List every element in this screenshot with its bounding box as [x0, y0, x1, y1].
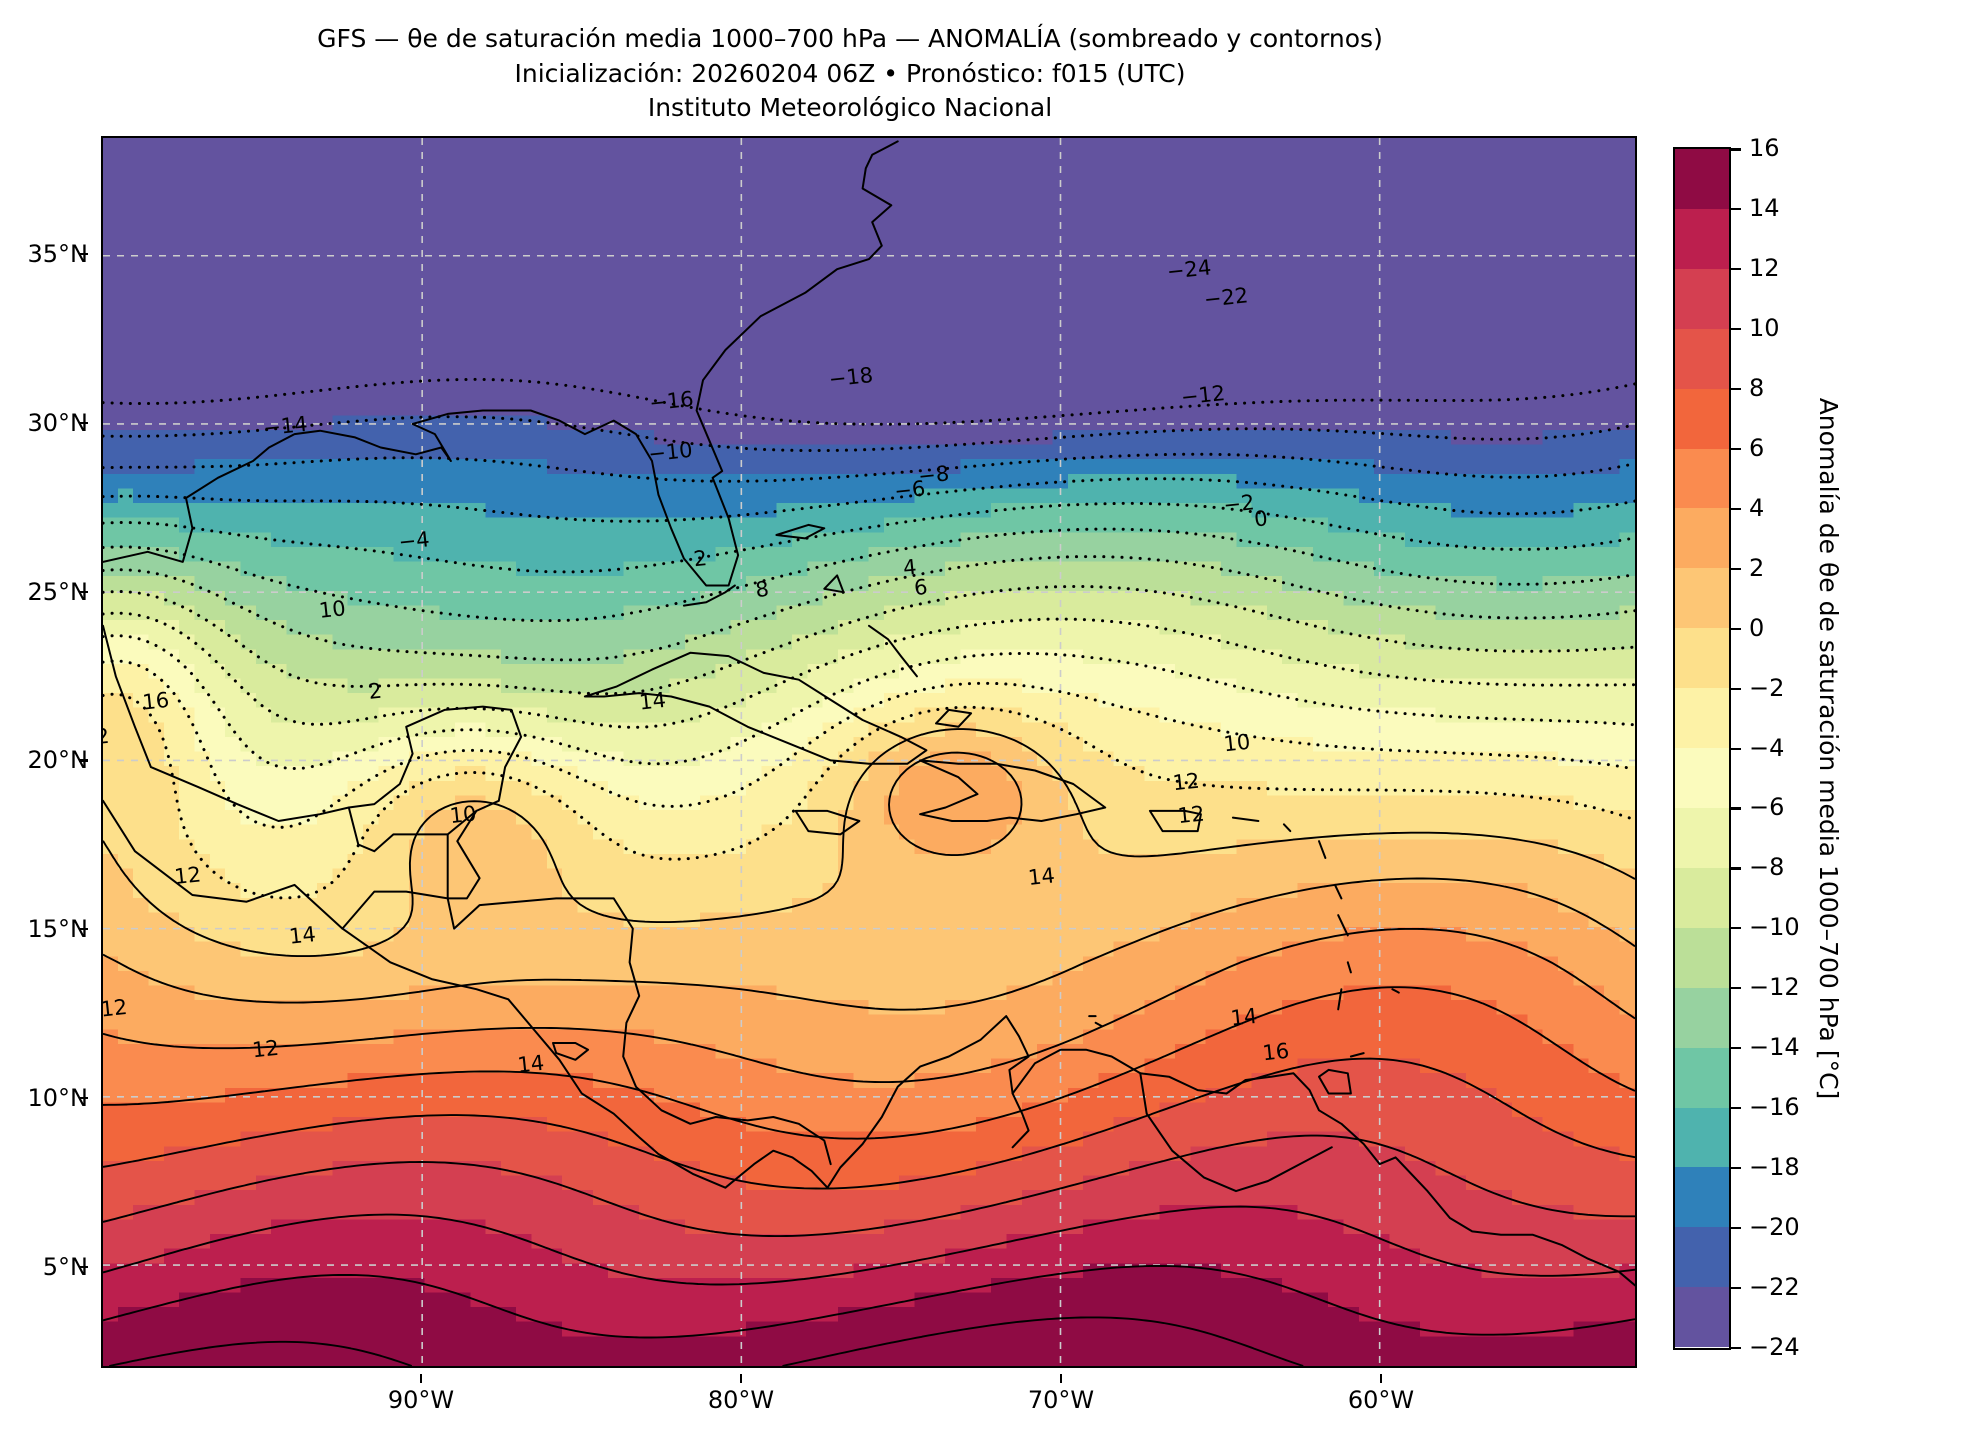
- chart-subtitle: Inicialización: 20260204 06Z • Pronóstic…: [514, 58, 1186, 88]
- colorbar-tick-mark: [1731, 1106, 1741, 1110]
- colorbar-tick-mark: [1731, 447, 1741, 451]
- colorbar-tick-label: −12: [1749, 973, 1800, 1002]
- colorbar-band: [1675, 149, 1729, 209]
- y-tick-label: 25°N: [27, 577, 89, 606]
- colorbar-band: [1675, 807, 1729, 868]
- colorbar-band: [1675, 568, 1729, 629]
- colorbar-tick-label: 2: [1749, 553, 1765, 582]
- y-tick-mark: [79, 421, 88, 424]
- colorbar-tick-mark: [1731, 148, 1741, 151]
- figure-title-block: GFS — θe de saturación media 1000–700 hP…: [0, 22, 1700, 126]
- colorbar-band: [1675, 748, 1729, 808]
- colorbar-tick-label: 6: [1749, 433, 1765, 462]
- colorbar-tick-mark: [1731, 987, 1741, 990]
- colorbar-tick-mark: [1731, 268, 1741, 271]
- x-tick-label: 90°W: [387, 1386, 455, 1414]
- y-tick-mark: [79, 590, 88, 593]
- x-axis: 90°W 80°W 70°W 60°W: [101, 1374, 1637, 1418]
- colorbar-band: [1675, 867, 1729, 928]
- colorbar-tick-label: −18: [1749, 1152, 1800, 1181]
- colorbar-tick-label: −4: [1749, 733, 1785, 762]
- colorbar-label: Anomalía de θe de saturación media 1000–…: [1814, 397, 1844, 1100]
- chart-source: Instituto Meteorológico Nacional: [647, 93, 1053, 122]
- x-tick-label: 60°W: [1347, 1386, 1415, 1414]
- colorbar-tick-mark: [1731, 328, 1741, 331]
- colorbar-band: [1675, 508, 1729, 569]
- x-tick-mark: [1379, 1374, 1383, 1383]
- colorbar-tick-mark: [1731, 208, 1741, 211]
- y-tick-label: 15°N: [27, 915, 89, 944]
- y-tick-label: 20°N: [27, 746, 89, 775]
- colorbar-tick-label: −16: [1749, 1092, 1800, 1121]
- colorbar-band: [1675, 328, 1729, 389]
- colorbar-tick-label: 4: [1749, 493, 1765, 522]
- colorbar-band: [1675, 987, 1729, 1048]
- colorbar-band: [1675, 1167, 1729, 1228]
- colorbar-tick-label: 16: [1749, 134, 1780, 163]
- colorbar-tick-mark: [1731, 867, 1741, 870]
- colorbar-tick-label: −22: [1749, 1272, 1800, 1301]
- colorbar-band: [1675, 688, 1729, 749]
- colorbar-ticks: 16 14 12 10 8 6 4 2 0 −2 −4 −6 −8 −10 −12 −14 −16 −18 −20 −…: [1731, 134, 1851, 1361]
- colorbar-tick-label: 10: [1749, 314, 1780, 343]
- chart-title: GFS — θe de saturación media 1000–700 hP…: [317, 24, 1383, 53]
- colorbar-tick-label: 14: [1749, 194, 1780, 223]
- colorbar-tick-mark: [1731, 507, 1741, 511]
- colorbar-tick-label: 0: [1749, 613, 1765, 642]
- x-tick-label: 80°W: [707, 1386, 775, 1414]
- y-tick-mark: [79, 1096, 88, 1100]
- colorbar-tick-mark: [1731, 1166, 1741, 1170]
- colorbar-band: [1675, 1107, 1729, 1168]
- y-tick-mark: [79, 253, 88, 256]
- colorbar-band: [1675, 388, 1729, 449]
- y-tick-mark: [79, 928, 88, 931]
- x-tick-mark: [419, 1374, 423, 1383]
- colorbar-tick-mark: [1731, 388, 1741, 391]
- colorbar-band: [1675, 448, 1729, 509]
- colorbar-band: [1675, 1047, 1729, 1108]
- x-tick-mark: [1059, 1374, 1063, 1383]
- map-panel[interactable]: −24 −22 −18 −16 −14 −12 −10 −8 −6 −4 −2 0 2 4 6 8 10 2 16 1…: [101, 136, 1637, 1368]
- colorbar-tick-label: −14: [1749, 1033, 1800, 1062]
- colorbar-tick-mark: [1731, 1286, 1741, 1289]
- colorbar-tick-label: −10: [1749, 913, 1800, 942]
- colorbar-tick-mark: [1731, 687, 1741, 690]
- y-tick-label: 10°N: [27, 1083, 89, 1112]
- colorbar-tick-label: −2: [1749, 673, 1785, 702]
- colorbar-band: [1675, 927, 1729, 988]
- colorbar-tick-label: 12: [1749, 254, 1780, 283]
- colorbar-tick-label: −6: [1749, 793, 1785, 822]
- colorbar-tick-mark: [1731, 1346, 1741, 1349]
- colorbar-tick-mark: [1731, 1226, 1741, 1229]
- map-canvas: −24 −22 −18 −16 −14 −12 −10 −8 −6 −4 −2 0 2 4 6 8 10 2 16 1…: [103, 138, 1635, 1366]
- colorbar-tick-mark: [1731, 627, 1741, 630]
- x-tick-label: 70°W: [1027, 1386, 1095, 1414]
- colorbar-band: [1675, 208, 1729, 269]
- colorbar-tick-mark: [1731, 747, 1741, 750]
- colorbar-tick-label: −20: [1749, 1212, 1800, 1241]
- y-axis: 5°N 10°N 15°N 20°N 25°N 30°N 35°N: [0, 136, 88, 1368]
- y-tick-mark: [79, 1265, 88, 1268]
- colorbar-tick-mark: [1731, 807, 1741, 810]
- colorbar-tick-label: 8: [1749, 374, 1765, 403]
- y-tick-mark: [79, 759, 88, 762]
- colorbar-band: [1675, 1227, 1729, 1288]
- y-tick-label: 35°N: [27, 240, 89, 269]
- colorbar-tick-mark: [1731, 567, 1741, 570]
- colorbar-tick-label: −8: [1749, 853, 1785, 882]
- y-tick-label: 30°N: [27, 408, 89, 437]
- colorbar-band: [1675, 268, 1729, 329]
- colorbar[interactable]: [1673, 147, 1731, 1350]
- colorbar-band: [1675, 1287, 1729, 1348]
- colorbar-tick-mark: [1731, 1047, 1741, 1050]
- x-tick-mark: [739, 1374, 743, 1383]
- colorbar-tick-mark: [1731, 927, 1741, 930]
- colorbar-band: [1675, 628, 1729, 689]
- colorbar-tick-label: −24: [1749, 1332, 1800, 1361]
